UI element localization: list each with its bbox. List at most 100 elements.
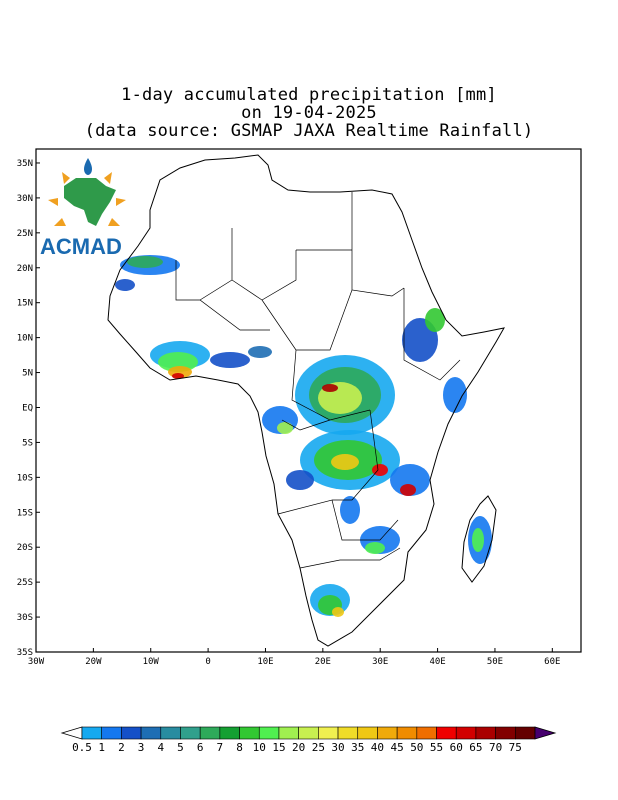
colorbar-label: 8 bbox=[236, 741, 243, 754]
rainfall-patch bbox=[277, 422, 293, 434]
colorbar-label: 60 bbox=[450, 741, 463, 754]
rainfall-patch bbox=[372, 464, 388, 476]
colorbar-swatch bbox=[199, 726, 221, 740]
colorbar-label: 70 bbox=[489, 741, 502, 754]
lat-tick-label: 20N bbox=[17, 264, 33, 274]
colorbar-label: 30 bbox=[331, 741, 344, 754]
colorbar-swatch bbox=[455, 726, 477, 740]
lon-tick-label: 60E bbox=[544, 657, 560, 667]
colorbar-label: 15 bbox=[272, 741, 285, 754]
colorbar-label: 2 bbox=[118, 741, 125, 754]
colorbar-swatch bbox=[219, 726, 240, 740]
madagascar-coastline bbox=[461, 495, 497, 583]
lat-tick-label: 15S bbox=[17, 508, 33, 518]
colorbar-swatch bbox=[180, 726, 201, 740]
rainfall-patch bbox=[340, 496, 360, 524]
lon-tick-label: 30E bbox=[372, 657, 388, 667]
rainfall-patch bbox=[322, 384, 338, 392]
lon-tick-label: 20E bbox=[315, 657, 331, 667]
rainfall-patch bbox=[390, 464, 430, 496]
colorbar-swatch bbox=[278, 726, 299, 740]
acmad-logo: ACMAD bbox=[40, 158, 126, 259]
colorbar-label: 10 bbox=[253, 741, 266, 754]
colorbar-label: 5 bbox=[177, 741, 184, 754]
lon-tick-label: 10E bbox=[257, 657, 273, 667]
colorbar-swatch bbox=[121, 726, 142, 740]
colorbar-label: 45 bbox=[391, 741, 404, 754]
colorbar-swatch bbox=[377, 726, 398, 740]
colorbar-swatch bbox=[160, 726, 181, 740]
lat-tick-label: 10S bbox=[17, 473, 33, 483]
colorbar-label: 7 bbox=[217, 741, 224, 754]
colorbar-swatch bbox=[475, 726, 496, 740]
lat-tick-label: 5S bbox=[22, 438, 33, 448]
lat-tick-label: EQ bbox=[22, 403, 33, 413]
colorbar-swatch bbox=[396, 726, 418, 740]
coastline-layer bbox=[107, 154, 505, 647]
colorbar-label: 75 bbox=[509, 741, 522, 754]
colorbar-label: 55 bbox=[430, 741, 443, 754]
rainfall-patch bbox=[443, 377, 467, 413]
africa-coastline bbox=[107, 154, 505, 647]
latitude-axis: 35N 30N 25N 20N 15N 10N 5N EQ 5S 10S 15S 20S 25S 30S 3… bbox=[17, 159, 40, 658]
colorbar-swatch bbox=[318, 726, 339, 740]
colorbar-label: 50 bbox=[410, 741, 423, 754]
rainfall-patch bbox=[248, 346, 272, 358]
colorbar-swatch bbox=[436, 726, 457, 740]
colorbar-label: 25 bbox=[312, 741, 325, 754]
logo-text: ACMAD bbox=[40, 234, 122, 259]
rainfall-patch bbox=[210, 352, 250, 368]
colorbar-label: 35 bbox=[351, 741, 364, 754]
colorbar-swatch bbox=[495, 726, 516, 740]
lon-tick-label: 40E bbox=[429, 657, 445, 667]
colorbar-label: 6 bbox=[197, 741, 204, 754]
rainfall-patch bbox=[115, 279, 135, 291]
lat-tick-label: 30N bbox=[17, 194, 33, 204]
precipitation-field bbox=[115, 255, 492, 617]
colorbar-swatch bbox=[140, 726, 162, 740]
lat-tick-label: 10N bbox=[17, 334, 33, 344]
colorbar-label: 1 bbox=[98, 741, 105, 754]
colorbar-swatch bbox=[357, 726, 378, 740]
colorbar-swatch bbox=[416, 726, 437, 740]
lat-tick-label: 25S bbox=[17, 578, 33, 588]
colorbar-label: 4 bbox=[157, 741, 164, 754]
lat-tick-label: 15N bbox=[17, 299, 33, 309]
colorbar-label: 20 bbox=[292, 741, 305, 754]
rainfall-patch bbox=[400, 484, 416, 496]
lat-tick-label: 35N bbox=[17, 159, 33, 169]
logo-water-drop-icon bbox=[84, 158, 92, 175]
colorbar-label: 40 bbox=[371, 741, 384, 754]
lat-tick-label: 5N bbox=[22, 369, 33, 379]
colorbar-swatch bbox=[515, 726, 536, 740]
longitude-axis: 30W 20W 10W 0 10E 20E 30E 40E 50E 60E bbox=[28, 648, 560, 667]
map-title-line2: on 19-04-2025 bbox=[241, 103, 377, 123]
colorbar-swatch bbox=[337, 726, 359, 740]
colorbar-label: 0.5 bbox=[72, 741, 92, 754]
lat-tick-label: 25N bbox=[17, 229, 33, 239]
logo-sun-rays-icon bbox=[48, 160, 126, 226]
logo-africa-icon bbox=[64, 178, 116, 226]
rainfall-patch bbox=[286, 470, 314, 490]
colorbar-right-arrow bbox=[534, 726, 557, 740]
rainfall-patch bbox=[365, 542, 385, 554]
lon-tick-label: 30W bbox=[28, 657, 45, 667]
colorbar-label: 65 bbox=[469, 741, 482, 754]
colorbar-swatch bbox=[258, 726, 280, 740]
colorbar: 0.5 1 2 3 4 5 6 7 8 10 15 20 25 30 35 40 45 50 55 60 65 70 75 bbox=[60, 726, 557, 754]
colorbar-swatch bbox=[81, 726, 102, 740]
colorbar-left-arrow bbox=[60, 726, 83, 740]
map-frame bbox=[35, 148, 582, 653]
lat-tick-label: 20S bbox=[17, 543, 33, 553]
rainfall-patch bbox=[158, 352, 198, 372]
colorbar-swatch bbox=[298, 726, 319, 740]
map-title-line3: (data source: GSMAP JAXA Realtime Rainfa… bbox=[84, 121, 534, 141]
rainfall-patch bbox=[425, 308, 445, 332]
lon-tick-label: 50E bbox=[487, 657, 503, 667]
lon-tick-label: 10W bbox=[143, 657, 160, 667]
lon-tick-label: 20W bbox=[85, 657, 102, 667]
colorbar-swatch bbox=[239, 726, 260, 740]
colorbar-swatch bbox=[101, 726, 122, 740]
rainfall-patch bbox=[332, 607, 344, 617]
